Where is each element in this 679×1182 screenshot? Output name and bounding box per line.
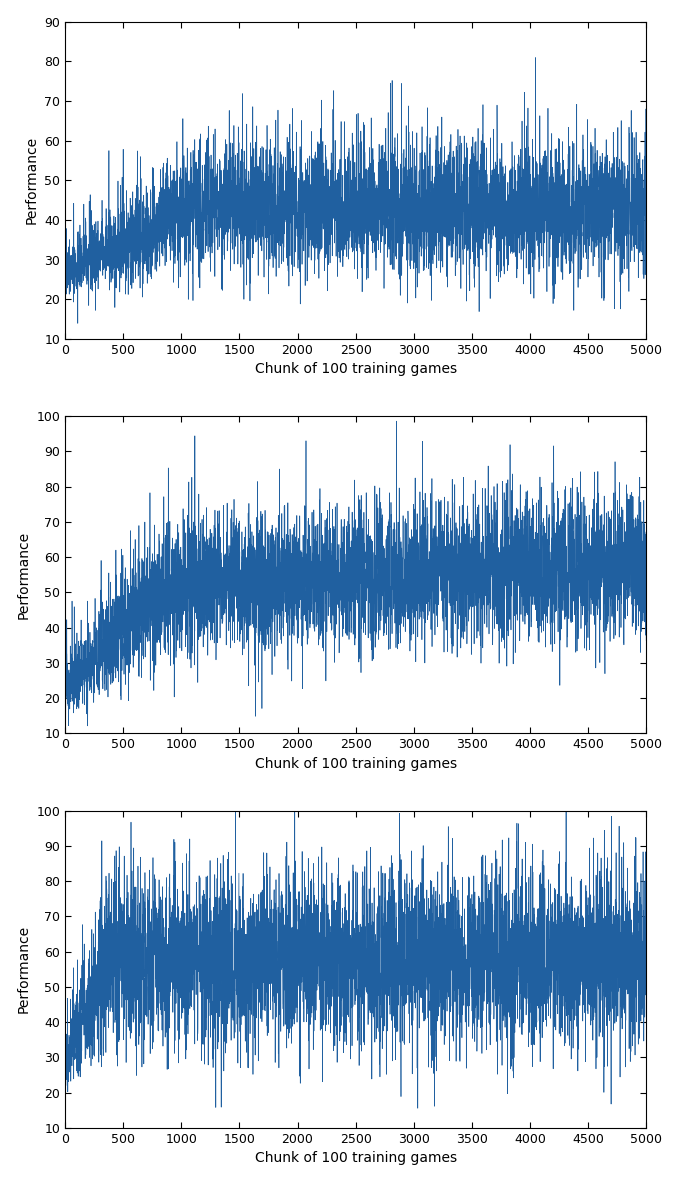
- X-axis label: Chunk of 100 training games: Chunk of 100 training games: [255, 1151, 457, 1165]
- Y-axis label: Performance: Performance: [24, 136, 39, 225]
- Y-axis label: Performance: Performance: [17, 531, 31, 619]
- Y-axis label: Performance: Performance: [17, 926, 31, 1013]
- X-axis label: Chunk of 100 training games: Chunk of 100 training games: [255, 363, 457, 376]
- X-axis label: Chunk of 100 training games: Chunk of 100 training games: [255, 756, 457, 771]
